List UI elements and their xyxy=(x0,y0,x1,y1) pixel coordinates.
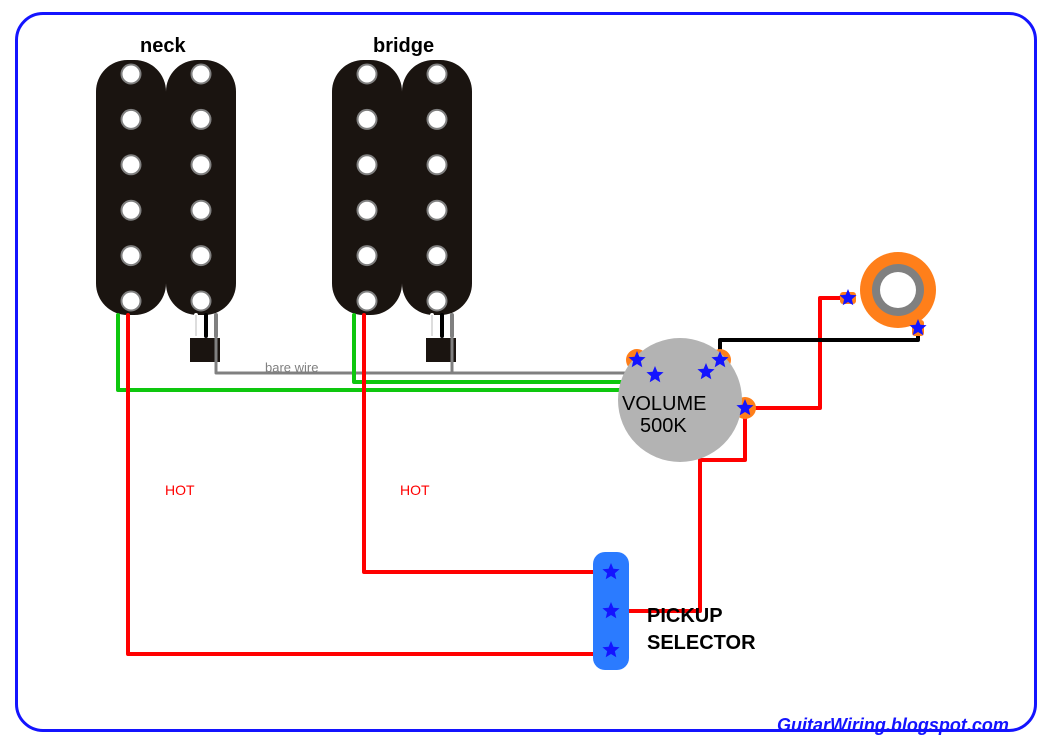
volume-value-label: 500K xyxy=(640,415,687,438)
selector-label-2: SELECTOR xyxy=(647,632,756,655)
diagram-frame xyxy=(15,12,1037,732)
bare-wire-label: bare wire xyxy=(265,360,318,375)
diagram-canvas: neck bridge bare wire HOT HOT VOLUME 500… xyxy=(0,0,1052,744)
credit-label: GuitarWiring.blogspot.com xyxy=(777,715,1009,736)
hot-label-neck: HOT xyxy=(165,482,195,498)
hot-label-bridge: HOT xyxy=(400,482,430,498)
bridge-label: bridge xyxy=(373,35,434,58)
neck-label: neck xyxy=(140,35,186,58)
volume-label: VOLUME xyxy=(622,393,706,416)
selector-label-1: PICKUP xyxy=(647,605,723,628)
